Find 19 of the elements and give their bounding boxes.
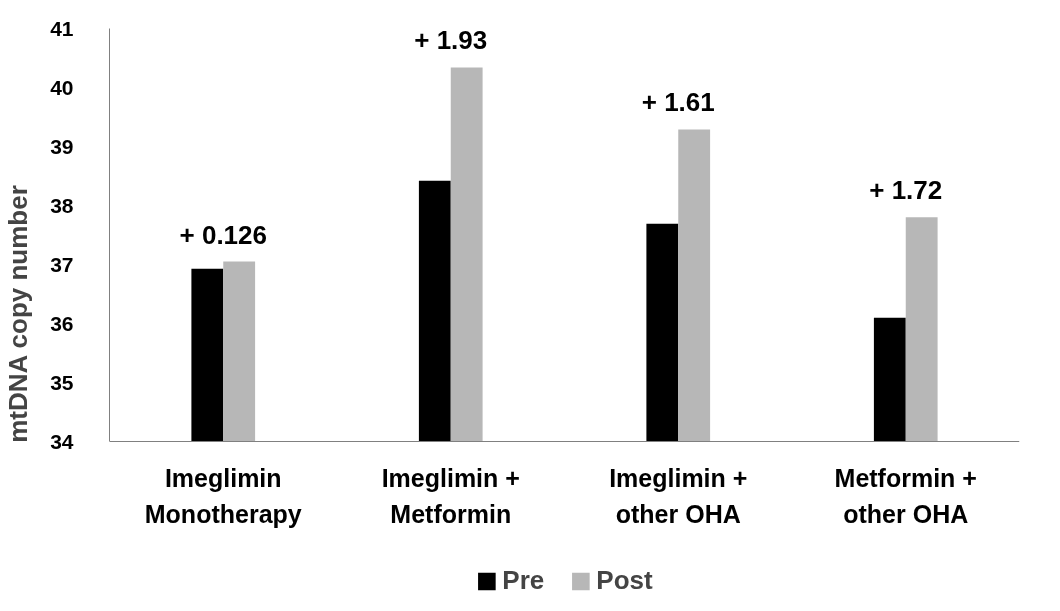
legend-label: Post [596, 565, 653, 596]
annotation: + 1.93 [414, 25, 488, 56]
y-tick-label: 39 [50, 134, 74, 158]
x-tick-label: Imeglimin + Metformin [381, 463, 520, 528]
y-tick-label: 36 [50, 311, 74, 335]
y-tick-label: 38 [50, 193, 74, 217]
x-tick-label: Metformin + other OHA [834, 463, 977, 528]
annotation: + 1.61 [641, 87, 715, 118]
legend-label: Pre [502, 565, 545, 596]
y-tick-label: 35 [50, 370, 74, 394]
annotation: + 1.72 [869, 175, 943, 206]
y-tick-label: 34 [50, 429, 74, 453]
annotation: + 0.126 [179, 219, 267, 250]
y-tick-label: 40 [50, 75, 74, 99]
x-tick-label: Imeglimin Monotherapy [144, 463, 302, 528]
y-axis-title: mtDNA copy number [3, 185, 34, 443]
y-tick-label: 37 [50, 252, 74, 276]
y-tick-label: 41 [50, 16, 74, 40]
x-tick-label: Imeglimin + other OHA [609, 463, 748, 528]
